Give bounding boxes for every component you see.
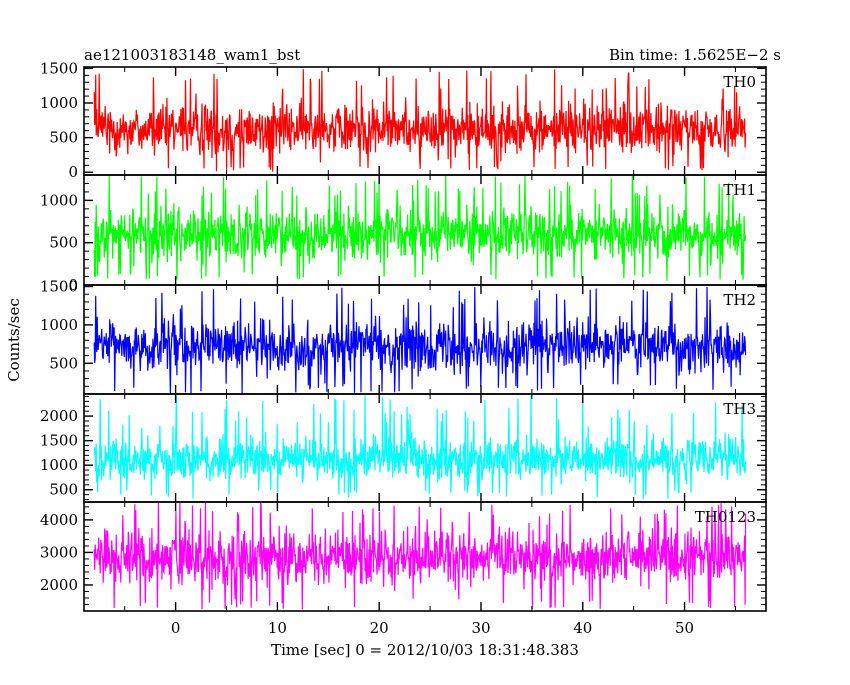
y-axis-title: Counts/sec: [5, 298, 23, 382]
y-tick-label: 3000: [40, 543, 78, 561]
panel-label-th3: TH3: [723, 400, 756, 418]
x-tick-label: 50: [675, 619, 694, 637]
y-tick-label: 0: [68, 276, 78, 294]
y-tick-label: 1000: [40, 94, 78, 112]
series-line-th3: [93, 394, 747, 500]
x-tick-label: 20: [370, 619, 389, 637]
panel-label-th2: TH2: [723, 291, 756, 309]
panel-label-th0: TH0: [723, 73, 756, 91]
y-tick-label: 4000: [40, 511, 78, 529]
panel-label-th1: TH1: [723, 181, 756, 199]
y-tick-label: 1500: [40, 432, 78, 450]
panel-th3: 500 1000 1500 2000 TH3: [40, 393, 767, 503]
x-tick-label: 30: [471, 619, 490, 637]
panel-th0123: 2000 3000 4000 TH0123: [40, 501, 767, 612]
y-tick-label: 1000: [40, 456, 78, 474]
figure-title: ae121003183148_wam1_bst: [84, 46, 300, 64]
x-tick-label: 0: [171, 619, 181, 637]
series-line-th0: [93, 69, 747, 172]
y-tick-label: 1500: [40, 278, 78, 296]
y-tick-label: 2000: [40, 576, 78, 594]
series-line-th1: [93, 175, 747, 281]
y-tick-label: 1000: [40, 316, 78, 334]
y-tick-label: 500: [49, 234, 78, 252]
x-tick-label: 40: [573, 619, 592, 637]
panel-th1: 0 500 1000 TH1: [40, 174, 767, 294]
y-tick-label: 0: [68, 163, 78, 181]
series-line-th2: [93, 286, 747, 394]
y-tick-label: 500: [49, 481, 78, 499]
y-tick-label: 1000: [40, 191, 78, 209]
y-tick-label: 2000: [40, 407, 78, 425]
panels-layer: 050010001500TH005001000TH150010001500TH2…: [40, 59, 767, 637]
x-axis-title: Time [sec] 0 = 2012/10/03 18:31:48.383: [271, 641, 579, 659]
panel-th2: 500 1000 1500 TH2: [40, 278, 767, 395]
series-line-th0123: [93, 502, 747, 610]
panel-label-th0123: TH0123: [695, 508, 756, 526]
y-tick-label: 500: [49, 354, 78, 372]
y-tick-label: 1500: [40, 59, 78, 77]
bin-time-label: Bin time: 1.5625E−2 s: [609, 46, 781, 64]
panel-th0: 0 500 1000 1500 TH0: [40, 59, 767, 181]
x-tick-label: 10: [268, 619, 287, 637]
panel-frame: [83, 501, 767, 612]
y-tick-label: 500: [49, 129, 78, 147]
